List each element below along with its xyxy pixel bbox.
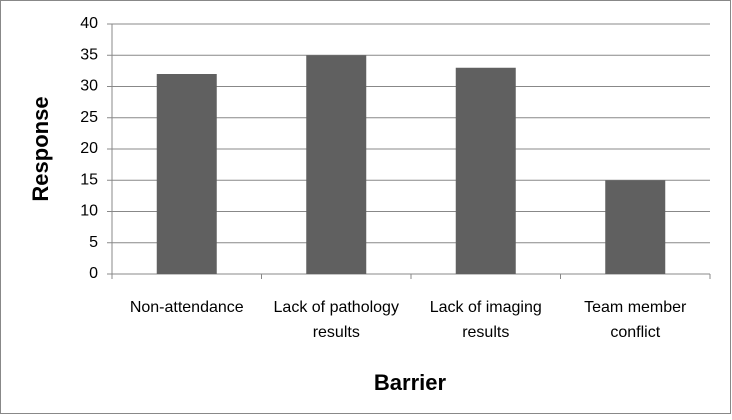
y-tick-label: 20 (80, 140, 98, 157)
y-tick-label: 40 (80, 15, 98, 32)
y-tick-label: 5 (89, 234, 98, 251)
x-axis-title: Barrier (374, 370, 447, 395)
x-tick-label: Lack of pathology results (274, 299, 399, 341)
bar (455, 67, 516, 274)
x-tick-label: Lack of imaging results (430, 299, 542, 341)
x-tick-label: Non-attendance (130, 299, 244, 316)
bar (605, 180, 666, 274)
bar (306, 55, 367, 274)
y-tick-label: 35 (80, 46, 98, 63)
y-tick-label: 10 (80, 203, 98, 220)
y-tick-label: 15 (80, 171, 98, 188)
y-tick-label: 30 (80, 78, 98, 95)
x-tick-label: Team member conflict (584, 299, 687, 341)
y-tick-label: 0 (89, 265, 98, 282)
y-tick-label: 25 (80, 109, 98, 126)
bar (156, 74, 217, 274)
y-axis-title: Response (28, 96, 53, 201)
